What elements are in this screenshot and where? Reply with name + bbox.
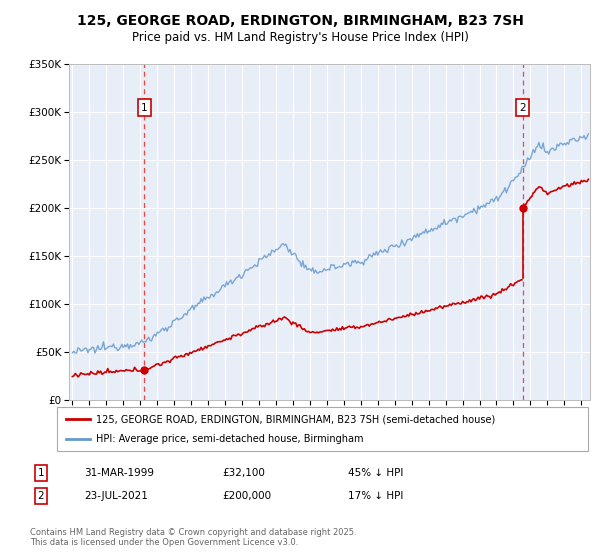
Text: 125, GEORGE ROAD, ERDINGTON, BIRMINGHAM, B23 7SH (semi-detached house): 125, GEORGE ROAD, ERDINGTON, BIRMINGHAM,… xyxy=(96,414,495,424)
Text: 2: 2 xyxy=(520,102,526,113)
Text: 31-MAR-1999: 31-MAR-1999 xyxy=(84,468,154,478)
Text: 23-JUL-2021: 23-JUL-2021 xyxy=(84,491,148,501)
Text: 45% ↓ HPI: 45% ↓ HPI xyxy=(348,468,403,478)
Text: 17% ↓ HPI: 17% ↓ HPI xyxy=(348,491,403,501)
Text: Price paid vs. HM Land Registry's House Price Index (HPI): Price paid vs. HM Land Registry's House … xyxy=(131,31,469,44)
Text: £200,000: £200,000 xyxy=(222,491,271,501)
Text: HPI: Average price, semi-detached house, Birmingham: HPI: Average price, semi-detached house,… xyxy=(96,433,364,444)
Text: 2: 2 xyxy=(37,491,44,501)
Text: 1: 1 xyxy=(37,468,44,478)
Text: 125, GEORGE ROAD, ERDINGTON, BIRMINGHAM, B23 7SH: 125, GEORGE ROAD, ERDINGTON, BIRMINGHAM,… xyxy=(77,14,523,28)
Text: Contains HM Land Registry data © Crown copyright and database right 2025.
This d: Contains HM Land Registry data © Crown c… xyxy=(30,528,356,547)
Text: £32,100: £32,100 xyxy=(222,468,265,478)
Text: 1: 1 xyxy=(141,102,148,113)
